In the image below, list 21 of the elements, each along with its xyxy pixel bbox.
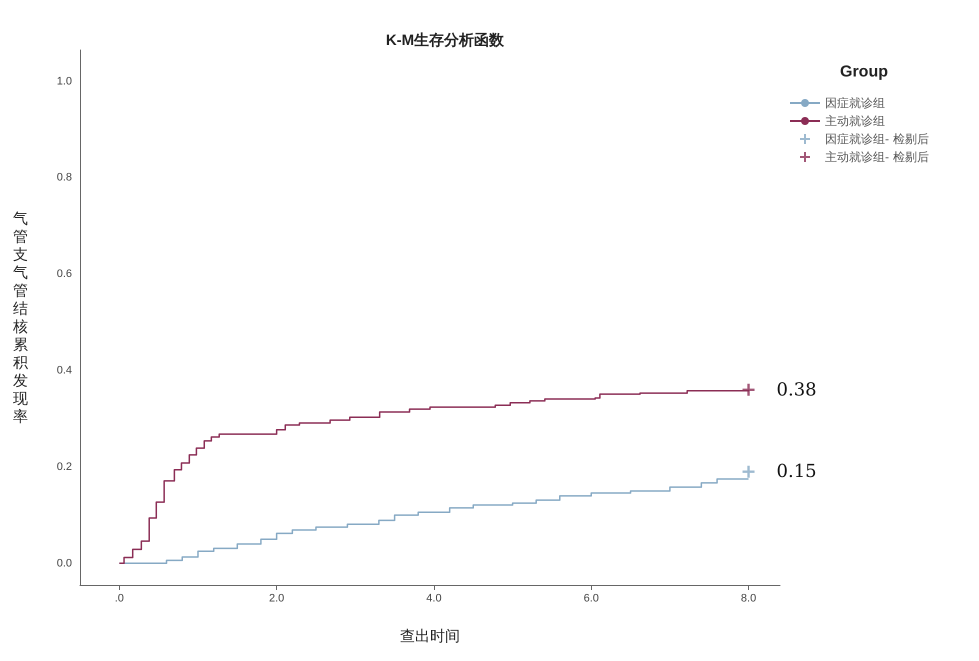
legend-label: 因症就诊组 [825, 96, 885, 110]
legend-title: Group [840, 64, 888, 80]
x-tick-label: 2.0 [268, 592, 284, 604]
y-tick-label: 0.8 [56, 172, 72, 184]
x-tick-label: 6.0 [584, 592, 599, 604]
y-tick-label: 0.4 [56, 364, 72, 377]
y-tick-label: 0.2 [56, 460, 72, 473]
x-tick-label: 4.0 [426, 592, 442, 604]
legend-label: 因症就诊组- 检剔后 [825, 132, 929, 146]
legend-label: 主动就诊组- 检剔后 [825, 150, 929, 164]
y-tick-label: 0.0 [56, 557, 72, 570]
y-tick-label: 0.6 [56, 268, 72, 280]
annotation: 0.38 [776, 379, 817, 400]
legend-label: 主动就诊组 [825, 114, 885, 128]
x-tick-label: 8.0 [740, 592, 756, 604]
y-tick-label: 1.0 [56, 75, 72, 88]
annotation: 0.15 [776, 461, 817, 482]
chart-title: K-M生存分析函数 [386, 32, 506, 49]
text: 气管支气管结核累积发现率 [13, 210, 28, 426]
x-axis-title: 查出时间 [400, 628, 460, 645]
x-tick-label: .0 [114, 592, 124, 604]
